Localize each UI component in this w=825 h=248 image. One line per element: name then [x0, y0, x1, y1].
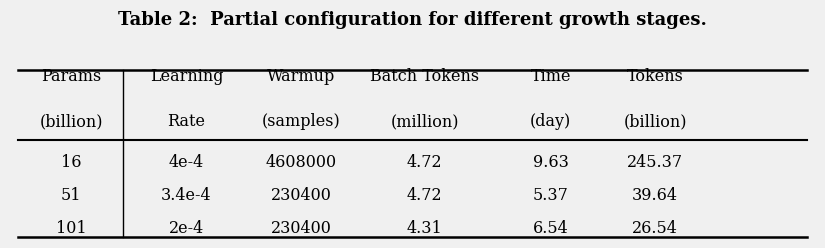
Text: 4.31: 4.31 [407, 220, 443, 237]
Text: (million): (million) [390, 113, 459, 130]
Text: 4e-4: 4e-4 [169, 154, 204, 171]
Text: 39.64: 39.64 [632, 186, 678, 204]
Text: Batch Tokens: Batch Tokens [370, 68, 479, 85]
Text: Rate: Rate [167, 113, 205, 130]
Text: 230400: 230400 [271, 186, 332, 204]
Text: 9.63: 9.63 [533, 154, 568, 171]
Text: (billion): (billion) [624, 113, 686, 130]
Text: Table 2:  Partial configuration for different growth stages.: Table 2: Partial configuration for diffe… [118, 11, 707, 29]
Text: 5.37: 5.37 [533, 186, 568, 204]
Text: Params: Params [41, 68, 101, 85]
Text: Warmup: Warmup [267, 68, 336, 85]
Text: 6.54: 6.54 [533, 220, 568, 237]
Text: 51: 51 [61, 186, 82, 204]
Text: 3.4e-4: 3.4e-4 [161, 186, 212, 204]
Text: 230400: 230400 [271, 220, 332, 237]
Text: Tokens: Tokens [627, 68, 683, 85]
Text: (samples): (samples) [262, 113, 341, 130]
Text: 101: 101 [56, 220, 87, 237]
Text: (billion): (billion) [40, 113, 103, 130]
Text: 4608000: 4608000 [266, 154, 337, 171]
Text: Time: Time [530, 68, 571, 85]
Text: 4.72: 4.72 [407, 186, 443, 204]
Text: 4.72: 4.72 [407, 154, 443, 171]
Text: Learning: Learning [149, 68, 223, 85]
Text: (day): (day) [530, 113, 571, 130]
Text: 2e-4: 2e-4 [169, 220, 204, 237]
Text: 26.54: 26.54 [632, 220, 678, 237]
Text: 16: 16 [61, 154, 82, 171]
Text: 245.37: 245.37 [627, 154, 683, 171]
